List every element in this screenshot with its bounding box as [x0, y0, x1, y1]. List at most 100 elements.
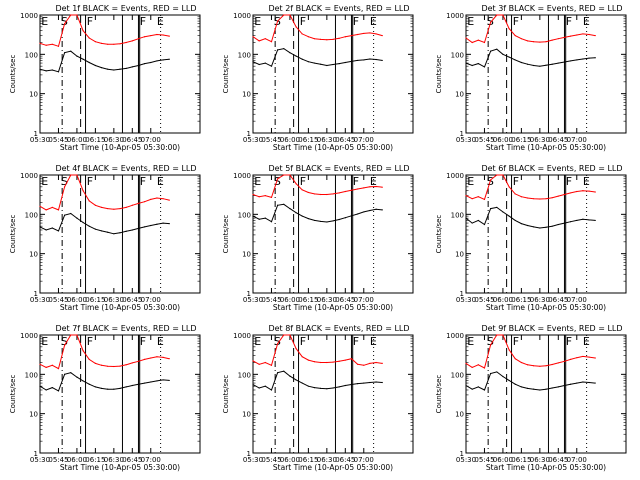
y-tick-label: 100	[451, 211, 464, 219]
events-point	[162, 59, 164, 61]
events-point	[94, 64, 96, 67]
flag-label: F	[140, 175, 146, 188]
lld-point	[520, 196, 522, 198]
events-point	[150, 61, 152, 64]
lld-point	[295, 348, 297, 350]
lld-point	[307, 191, 309, 194]
y-tick-label: 1	[460, 290, 464, 298]
events-point	[344, 61, 346, 64]
lld-point	[162, 356, 164, 358]
events-point	[471, 64, 473, 67]
y-tick-label: 1000	[20, 172, 38, 180]
lld-point	[582, 33, 584, 35]
lld-point	[156, 356, 158, 358]
panel-title: Det 9f BLACK = Events, RED = LLD	[481, 324, 622, 333]
lld-point	[344, 36, 346, 38]
flag-label: F	[87, 175, 93, 188]
events-point	[332, 63, 334, 66]
lld-point	[150, 357, 152, 359]
x-tick-label: 05:45	[474, 456, 494, 464]
events-point	[258, 387, 260, 389]
x-tick-label: 05:30	[456, 296, 476, 304]
plot-frame	[39, 174, 201, 294]
events-point	[277, 372, 279, 374]
events-point	[45, 389, 47, 391]
events-point	[252, 61, 254, 63]
flag-label: S	[274, 335, 281, 348]
events-point	[277, 49, 279, 51]
flag-label: E	[583, 15, 590, 28]
events-point	[477, 63, 479, 65]
lld-point	[76, 14, 78, 16]
y-tick-label: 100	[451, 51, 464, 59]
lld-point	[520, 361, 522, 364]
x-tick-label: 06:00	[493, 456, 513, 464]
flag-label: E	[467, 175, 474, 188]
panel-title: Det 2f BLACK = Events, RED = LLD	[268, 4, 409, 13]
x-tick-label: 07:00	[567, 296, 587, 304]
panel-title: Det 5f BLACK = Events, RED = LLD	[268, 164, 409, 173]
lld-point	[526, 197, 529, 199]
events-point	[51, 386, 53, 389]
lld-point	[119, 43, 121, 45]
lld-point	[344, 359, 346, 361]
x-tick-label: 06:30	[530, 456, 550, 464]
lld-point	[57, 209, 60, 211]
events-series-line	[39, 50, 170, 73]
y-tick-label: 100	[451, 371, 464, 379]
lld-point	[338, 360, 340, 362]
events-series-line	[465, 48, 596, 68]
events-point	[338, 63, 340, 65]
flag-label: E	[254, 175, 261, 188]
flag-label: E	[41, 175, 48, 188]
events-point	[363, 211, 365, 213]
lld-point	[289, 174, 291, 176]
events-point	[357, 213, 359, 215]
lld-point	[570, 35, 572, 37]
events-point	[125, 230, 127, 232]
lld-point	[252, 360, 254, 362]
events-point	[113, 388, 115, 390]
events-point	[64, 214, 66, 216]
lld-point	[144, 201, 146, 203]
events-point	[570, 383, 572, 385]
events-point	[465, 384, 467, 387]
flag-label: S	[487, 15, 494, 28]
x-tick-label: 05:30	[243, 296, 263, 304]
flag-label: F	[566, 335, 572, 348]
lld-point	[70, 14, 72, 16]
lld-point	[576, 34, 578, 36]
lld-point	[45, 44, 47, 46]
y-axis-label: Counts/sec	[222, 55, 230, 94]
flag-label: E	[41, 15, 48, 28]
lld-point	[508, 28, 510, 30]
lld-point	[539, 41, 541, 43]
lld-point	[471, 198, 473, 200]
events-point	[576, 59, 578, 61]
flag-label: S	[61, 15, 68, 28]
y-tick-label: 10	[455, 91, 464, 99]
lld-point	[307, 36, 309, 38]
lld-point	[100, 42, 103, 44]
flag-label: E	[370, 15, 377, 28]
flag-label: F	[140, 15, 146, 28]
events-point	[301, 58, 303, 60]
events-point	[551, 225, 553, 227]
events-point	[289, 52, 291, 54]
lld-point	[144, 358, 146, 360]
lld-point	[125, 206, 127, 209]
lld-series-line	[465, 334, 596, 369]
events-series-line	[252, 203, 383, 223]
x-axis-label: Start Time (10-Apr-05 05:30:00)	[486, 143, 606, 152]
events-point	[357, 59, 359, 62]
y-axis-label: Counts/sec	[435, 215, 443, 254]
lld-point	[144, 36, 146, 38]
y-tick-label: 10	[29, 91, 38, 99]
plot-frame	[465, 14, 627, 134]
lld-series-line	[39, 14, 170, 47]
plot-frame	[252, 334, 414, 454]
events-point	[338, 218, 340, 221]
lld-point	[557, 362, 559, 364]
lld-point	[563, 193, 566, 196]
events-point	[39, 385, 41, 387]
